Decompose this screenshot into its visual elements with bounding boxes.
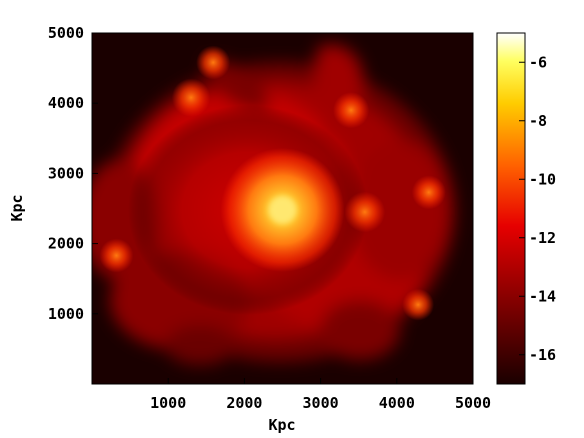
colorbar-ticks: -6 -8 -10 -12 -14 -16 <box>519 53 556 364</box>
substructure-clump-5 <box>332 92 370 129</box>
colorbar-tick-label: -14 <box>529 287 556 305</box>
x-tick-label: 3000 <box>303 394 339 412</box>
substructure-clump-7 <box>402 288 435 321</box>
y-tick-label: 1000 <box>48 305 84 323</box>
x-tick-label: 1000 <box>150 394 186 412</box>
colorbar-tick-label: -16 <box>529 346 556 364</box>
substructure-clump-2 <box>99 238 134 273</box>
plot-frame <box>91 32 474 385</box>
y-tick-label: 2000 <box>48 235 84 253</box>
colorbar-tick-label: -12 <box>529 229 556 247</box>
x-axis: 1000 2000 3000 4000 5000 <box>150 378 491 412</box>
x-tick-label: 5000 <box>455 394 491 412</box>
x-tick-label: 2000 <box>226 394 262 412</box>
y-tick-label: 3000 <box>48 164 84 182</box>
y-axis-label: Kpc <box>8 194 26 221</box>
y-tick-label: 5000 <box>48 24 84 42</box>
y-axis: 1000 2000 3000 4000 5000 <box>48 24 98 323</box>
substructure-clump-4 <box>411 175 446 210</box>
x-tick-label: 4000 <box>379 394 415 412</box>
colorbar-tick-label: -8 <box>529 112 547 130</box>
colorbar <box>496 32 526 385</box>
substructure-clump-3 <box>196 45 231 80</box>
colorbar-tick-label: -10 <box>529 170 556 188</box>
colorbar-tick-label: -6 <box>529 53 547 71</box>
core-peak <box>268 195 297 224</box>
density-marks <box>99 45 446 321</box>
substructure-clump-6 <box>171 78 211 117</box>
substructure-clump-1 <box>344 191 386 233</box>
x-axis-label: Kpc <box>268 416 295 434</box>
y-tick-label: 4000 <box>48 94 84 112</box>
